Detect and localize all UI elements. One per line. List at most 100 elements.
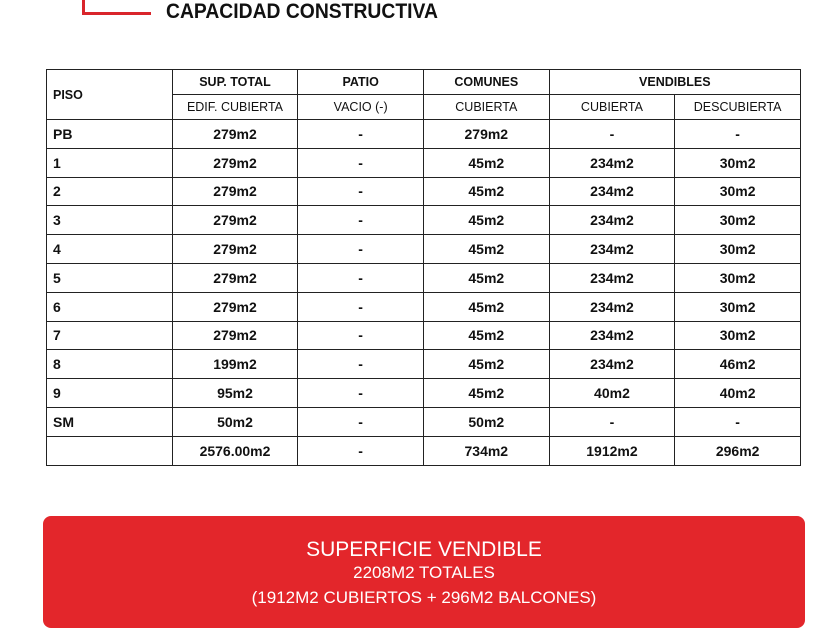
table-cell: -: [297, 262, 424, 293]
table-cell: -: [297, 291, 424, 322]
table-cell: 279m2: [171, 176, 299, 207]
table-cell: 2: [46, 176, 173, 207]
table-cell: 50m2: [422, 406, 550, 437]
table-cell: 45m2: [422, 147, 550, 178]
table-cell: 45m2: [422, 378, 550, 408]
table-cell: 40m2: [674, 378, 801, 408]
header-piso: PISO: [46, 69, 173, 120]
table-cell: 6: [46, 291, 173, 322]
table-cell: 279m2: [171, 205, 299, 236]
table-cell: 279m2: [171, 119, 299, 149]
table-cell: PB: [46, 119, 173, 149]
table-cell: -: [674, 119, 801, 149]
table-cell: -: [297, 320, 424, 351]
banner-total: 2208M2 TOTALES: [353, 563, 495, 582]
table-row: 9 95m2-45m2 40m2 40m2: [46, 378, 801, 408]
table-cell: 279m2: [171, 291, 299, 322]
table-cell: 45m2: [422, 262, 550, 293]
header-vendibles: VENDIBLES: [548, 69, 802, 95]
table-cell: 45m2: [422, 349, 550, 380]
table-cell: -: [297, 205, 424, 236]
table-cell: 30m2: [674, 262, 801, 293]
subheader-row: EDIF. CUBIERTA VACIO (-) CUBIERTA CUBIER…: [47, 94, 801, 120]
table-cell: 45m2: [422, 234, 550, 264]
table-cell: 279m2: [171, 320, 299, 351]
table-cell: -: [548, 119, 676, 149]
table-row: 2 279m2-45m2 234m2 30m2: [46, 176, 801, 207]
table-cell: 7: [46, 320, 173, 351]
table-row: 6 279m2-45m2 234m2 30m2: [46, 291, 801, 322]
table-cell: -: [297, 176, 424, 207]
table-cell: 234m2: [548, 291, 676, 322]
table-cell: 279m2: [422, 119, 550, 149]
table-cell: 199m2: [171, 349, 299, 380]
table-cell: 234m2: [548, 176, 676, 207]
table-cell: 296m2: [674, 435, 801, 466]
table-cell: -: [297, 119, 424, 149]
table-cell: 45m2: [422, 291, 550, 322]
table-cell: 50m2: [171, 406, 299, 437]
table-cell: 4: [46, 234, 173, 264]
page-title: CAPACIDAD CONSTRUCTIVA: [166, 0, 438, 23]
header-comunes: COMUNES: [422, 69, 550, 95]
table-cell: -: [297, 147, 424, 178]
table-cell: -: [297, 234, 424, 264]
table-cell: 9: [46, 378, 173, 408]
table-row: 4 279m2-45m2 234m2 30m2: [46, 234, 801, 264]
table-cell: 30m2: [674, 291, 801, 322]
table-cell: 95m2: [171, 378, 299, 408]
table-cell: 234m2: [548, 349, 676, 380]
table-cell: 30m2: [674, 205, 801, 236]
table-cell: -: [674, 406, 801, 437]
table-cell: 30m2: [674, 234, 801, 264]
banner-heading: SUPERFICIE VENDIBLE: [306, 538, 542, 561]
table-cell: 3: [46, 205, 173, 236]
table-cell: 2576.00m2: [171, 435, 299, 466]
table-cell: 30m2: [674, 176, 801, 207]
table-cell: 40m2: [548, 378, 676, 408]
table-cell: 234m2: [548, 262, 676, 293]
table-cell: 234m2: [548, 147, 676, 178]
table-cell: 234m2: [548, 205, 676, 236]
table-cell: 234m2: [548, 234, 676, 264]
table-cell: 1912m2: [548, 435, 676, 466]
table-cell: 45m2: [422, 205, 550, 236]
table-cell: [46, 435, 173, 466]
table-cell: 45m2: [422, 320, 550, 351]
table-cell: 8: [46, 349, 173, 380]
table-cell: -: [297, 378, 424, 408]
header-row: PISO SUP. TOTAL PATIO COMUNES VENDIBLES: [46, 69, 802, 120]
table-cell: SM: [46, 406, 173, 437]
sellable-area-banner: SUPERFICIE VENDIBLE 2208M2 TOTALES (1912…: [43, 516, 805, 628]
banner-breakdown: (1912M2 CUBIERTOS + 296M2 BALCONES): [251, 588, 597, 607]
table-row: 2576.00m2-734m2 1912m2 296m2: [46, 435, 801, 466]
header-sup-total: SUP. TOTAL: [171, 69, 299, 95]
table-cell: 734m2: [422, 435, 550, 466]
table-row: 7 279m2-45m2 234m2 30m2: [46, 320, 801, 351]
table-cell: -: [297, 406, 424, 437]
table-row: SM 50m2-50m2- -: [46, 406, 801, 437]
subheader-edif-cubierta: EDIF. CUBIERTA: [171, 94, 299, 120]
table-cell: 46m2: [674, 349, 801, 380]
table-cell: 45m2: [422, 176, 550, 207]
table-cell: 1: [46, 147, 173, 178]
table-cell: -: [297, 349, 424, 380]
capacity-table: PISO SUP. TOTAL PATIO COMUNES VENDIBLES …: [46, 69, 802, 466]
table-cell: 5: [46, 262, 173, 293]
table-row: 1 279m2-45m2 234m2 30m2: [46, 147, 801, 178]
table-row: 8 199m2-45m2 234m2 46m2: [46, 349, 801, 380]
table-row: 5 279m2-45m2 234m2 30m2: [46, 262, 801, 293]
header-patio: PATIO: [297, 69, 424, 95]
table-cell: -: [297, 435, 424, 466]
subheader-vend-cubierta: CUBIERTA: [548, 94, 676, 120]
table-cell: 30m2: [674, 320, 801, 351]
table-row: PB 279m2-279m2- -: [46, 119, 801, 149]
table-cell: 279m2: [171, 262, 299, 293]
table-cell: -: [548, 406, 676, 437]
subheader-vacio: VACIO (-): [297, 94, 424, 120]
table-cell: 30m2: [674, 147, 801, 178]
table-row: 3 279m2-45m2 234m2 30m2: [46, 205, 801, 236]
subheader-vend-descubierta: DESCUBIERTA: [674, 94, 801, 120]
table-cell: 279m2: [171, 234, 299, 264]
subheader-comunes-cubierta: CUBIERTA: [422, 94, 550, 120]
